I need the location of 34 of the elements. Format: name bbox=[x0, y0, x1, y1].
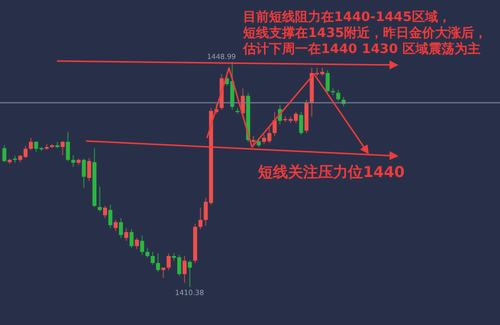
candlestick bbox=[166, 253, 171, 270]
candlestick bbox=[140, 235, 144, 256]
candlestick bbox=[87, 158, 92, 182]
candlestick bbox=[71, 154, 76, 168]
candlestick bbox=[156, 252, 160, 272]
candlestick bbox=[145, 247, 150, 258]
candlestick bbox=[272, 112, 277, 136]
candlestick bbox=[150, 251, 155, 266]
candlestick bbox=[103, 205, 108, 219]
candlestick bbox=[28, 137, 33, 150]
candlestick bbox=[98, 186, 102, 212]
candlestick bbox=[130, 228, 134, 248]
candlestick bbox=[82, 158, 86, 188]
candlestick bbox=[251, 135, 256, 146]
candlestick bbox=[198, 207, 202, 230]
candlestick bbox=[118, 218, 123, 238]
candlestick bbox=[326, 70, 330, 93]
candlestick bbox=[114, 219, 118, 232]
candlestick bbox=[161, 267, 166, 279]
candlestick bbox=[182, 256, 187, 284]
text: 估计下周一在1440 1430 区域震荡为主 bbox=[243, 42, 480, 58]
candlestick bbox=[336, 89, 340, 102]
candlestick bbox=[2, 144, 6, 163]
candlestick bbox=[66, 131, 70, 162]
candlestick bbox=[188, 260, 192, 287]
candlestick bbox=[108, 204, 112, 229]
candlestick bbox=[256, 137, 261, 148]
candlestick bbox=[134, 237, 139, 250]
text: 目前短线阻力在1440-1445区域， bbox=[243, 10, 451, 26]
candlestick bbox=[299, 112, 304, 136]
candlestick bbox=[60, 140, 65, 156]
annotation: 短线关注压力位1440 bbox=[258, 163, 405, 181]
candlestick bbox=[124, 228, 128, 242]
text: 短线支撑在1435附近，昨日金价大涨后， bbox=[243, 26, 488, 42]
